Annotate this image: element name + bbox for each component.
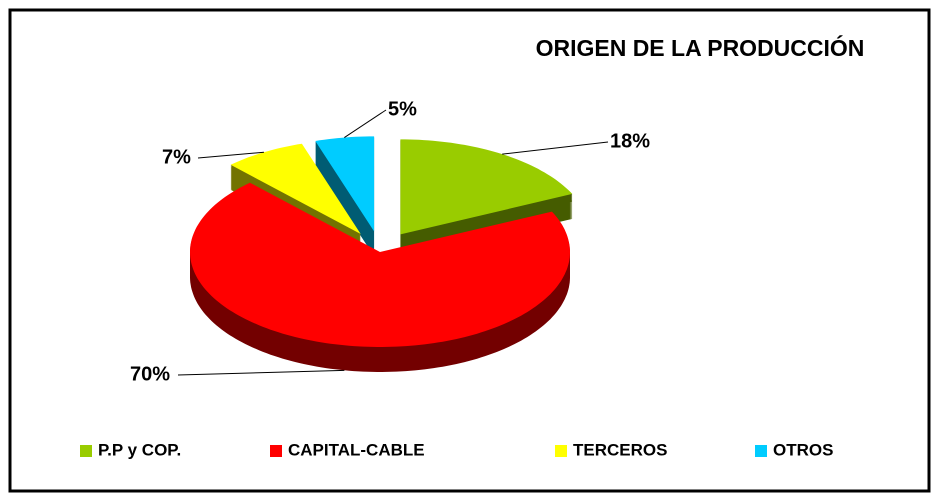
slice [400,139,573,235]
legend-swatch [80,445,92,457]
legend-swatch [755,445,767,457]
legend-swatch [555,445,567,457]
legend-label: TERCEROS [573,440,667,459]
legend-label: OTROS [773,440,833,459]
leader-line [177,369,345,376]
legend-swatch [270,445,282,457]
data-label: 70% [130,363,170,385]
legend-label: CAPITAL-CABLE [288,440,425,459]
leader-line [197,151,264,159]
data-label: 18% [610,130,650,152]
chart-title: ORIGEN DE LA PRODUCCIÓN [536,34,865,61]
slice [190,182,570,347]
slice [315,136,375,232]
data-label: 5% [388,98,417,120]
legend-label: P.P y COP. [98,440,181,459]
data-label: 7% [162,146,191,168]
leader-line [502,141,609,155]
leader-line [344,109,387,138]
slice [230,143,361,234]
